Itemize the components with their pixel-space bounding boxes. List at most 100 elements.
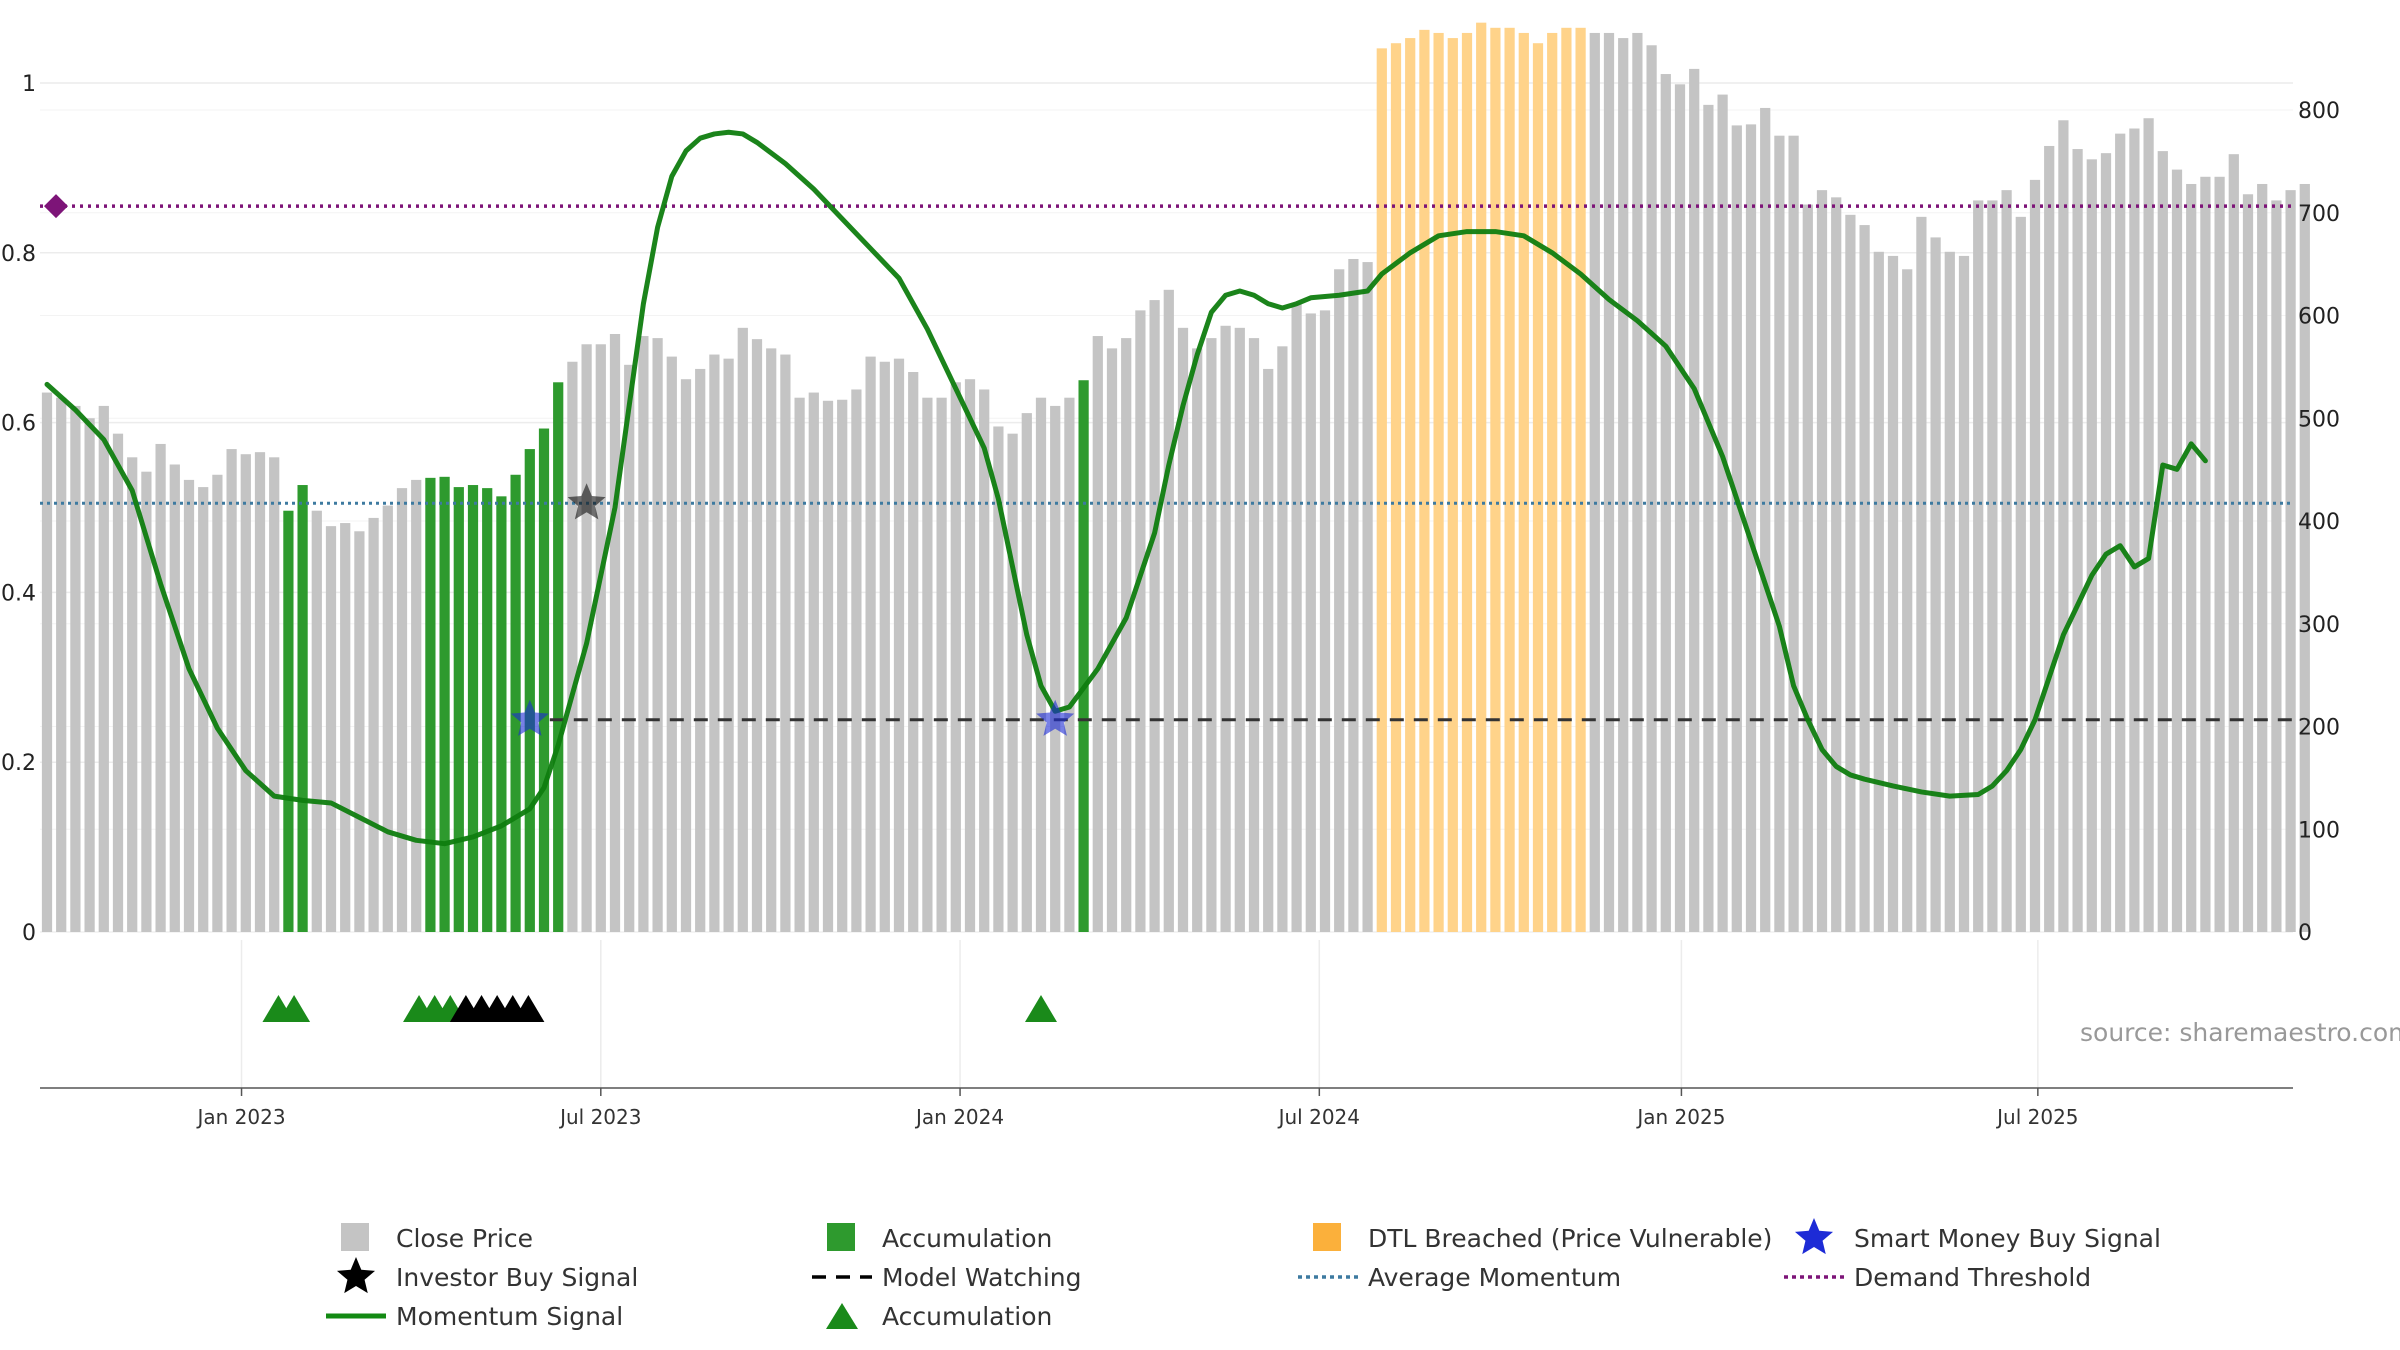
accumulation-triangle [278,995,311,1022]
left-tick-label: 0.4 [1,581,36,606]
close-price-bar [2015,216,2026,933]
close-price-bar [1334,269,1345,932]
momentum-signal-line [44,129,2208,847]
right-tick-label: 500 [2298,407,2340,432]
close-price-bar [411,479,422,932]
left-tick-label: 0.8 [1,242,36,267]
legend-item: Accumulation [826,1302,1052,1331]
close-price-bar [1050,405,1061,932]
dtl-breached-bar [1376,48,1387,933]
legend-label: Model Watching [882,1263,1082,1292]
legend-item: Investor Buy Signal [336,1257,638,1294]
close-price-bar [1944,251,1955,933]
close-price-bar [2186,183,2197,933]
close-price-bar [680,379,692,933]
close-price-bar [751,339,763,932]
close-price-bar [1873,251,1884,933]
close-price-bar [1092,336,1103,932]
close-price-bar [709,354,720,932]
close-price-bar [1319,310,1331,932]
right-tick-label: 400 [2298,510,2340,535]
close-price-bar [2086,159,2097,932]
right-tick-label: 600 [2298,305,2340,330]
close-price-bar [340,523,351,932]
close-price-bar [1973,200,1984,933]
close-price-bar [354,531,365,932]
right-tick-label: 800 [2298,99,2340,124]
close-price-bar [98,405,109,932]
close-price-bar [1220,325,1231,932]
close-price-bar [2157,151,2168,933]
right-tick-label: 100 [2298,818,2340,843]
close-price-bar [183,479,195,932]
close-price-bar [1305,313,1316,932]
right-tick-label: 300 [2298,613,2340,638]
close-price-bar [609,333,621,932]
legend-item: DTL Breached (Price Vulnerable) [1313,1223,1772,1253]
close-price-bar [624,364,635,932]
close-price-bar [2214,176,2225,933]
close-price-bar [198,487,209,932]
close-price-bar [1263,368,1274,932]
legend-label: Average Momentum [1368,1263,1621,1292]
close-price-bar [922,397,933,932]
legend-label: Smart Money Buy Signal [1854,1224,2161,1253]
close-price-bar [822,400,834,933]
close-price-bar [1618,38,1629,932]
close-price-bar [1163,289,1174,932]
dtl-breached-bar [1433,32,1444,932]
close-price-bar [1192,348,1203,932]
dtl-breached-bar [1490,27,1501,933]
close-price-bar [2200,176,2211,933]
close-price-bar [2129,128,2140,932]
dtl-breached-bar [1561,27,1572,933]
left-tick-label: 0.2 [1,751,36,776]
close-price-bar [1007,433,1018,932]
close-price-bar [1177,327,1189,933]
close-price-bar [1958,255,1970,932]
close-price-bar [311,510,322,932]
accumulation-bar [538,428,550,932]
close-price-bar [396,488,408,932]
close-price-bar [1802,204,1813,932]
close-price-bar [56,397,67,932]
close-price-bar [155,443,166,932]
close-price-bar [950,382,961,933]
close-price-bar [1760,107,1771,932]
dtl-breached-bar [1575,27,1586,933]
dtl-breached-bar [1447,38,1458,932]
close-price-bar [638,336,649,932]
close-price-bar [269,457,280,932]
close-price-bar [2100,153,2112,932]
dtl-breached-bar [1518,32,1529,932]
close-price-bar [1121,338,1132,933]
close-price-bar [1717,94,1728,932]
accumulation-bar [1078,380,1089,932]
close-price-bar [1689,68,1700,932]
close-price-bar [1021,413,1032,932]
close-price-bar [1816,190,1828,932]
close-price-bar [1291,303,1302,932]
right-tick-label: 200 [2298,716,2340,741]
close-price-bar [240,454,251,932]
legend-swatch [341,1223,369,1251]
x-tick-label: Jul 2023 [558,1105,641,1129]
close-price-bar [2299,183,2310,933]
close-price-bar [2115,133,2126,932]
accumulation-bar [524,449,535,932]
close-price-bar [1916,216,1927,933]
close-price-bar [1277,346,1288,932]
legend-label: Accumulation [882,1302,1052,1331]
close-price-bar [1902,269,1913,932]
close-price-bar [1646,45,1657,932]
close-price-bar [1348,258,1359,932]
close-price-bar [652,338,663,933]
close-price-bar [723,358,734,932]
dtl-breached-bar [1461,32,1473,932]
legend-label: Investor Buy Signal [396,1263,638,1292]
close-price-bar [1589,32,1600,932]
legend-label: Accumulation [882,1224,1052,1253]
accumulation-triangle [1025,995,1057,1022]
close-price-bar [1745,124,1757,932]
accumulation-bar [283,510,294,932]
